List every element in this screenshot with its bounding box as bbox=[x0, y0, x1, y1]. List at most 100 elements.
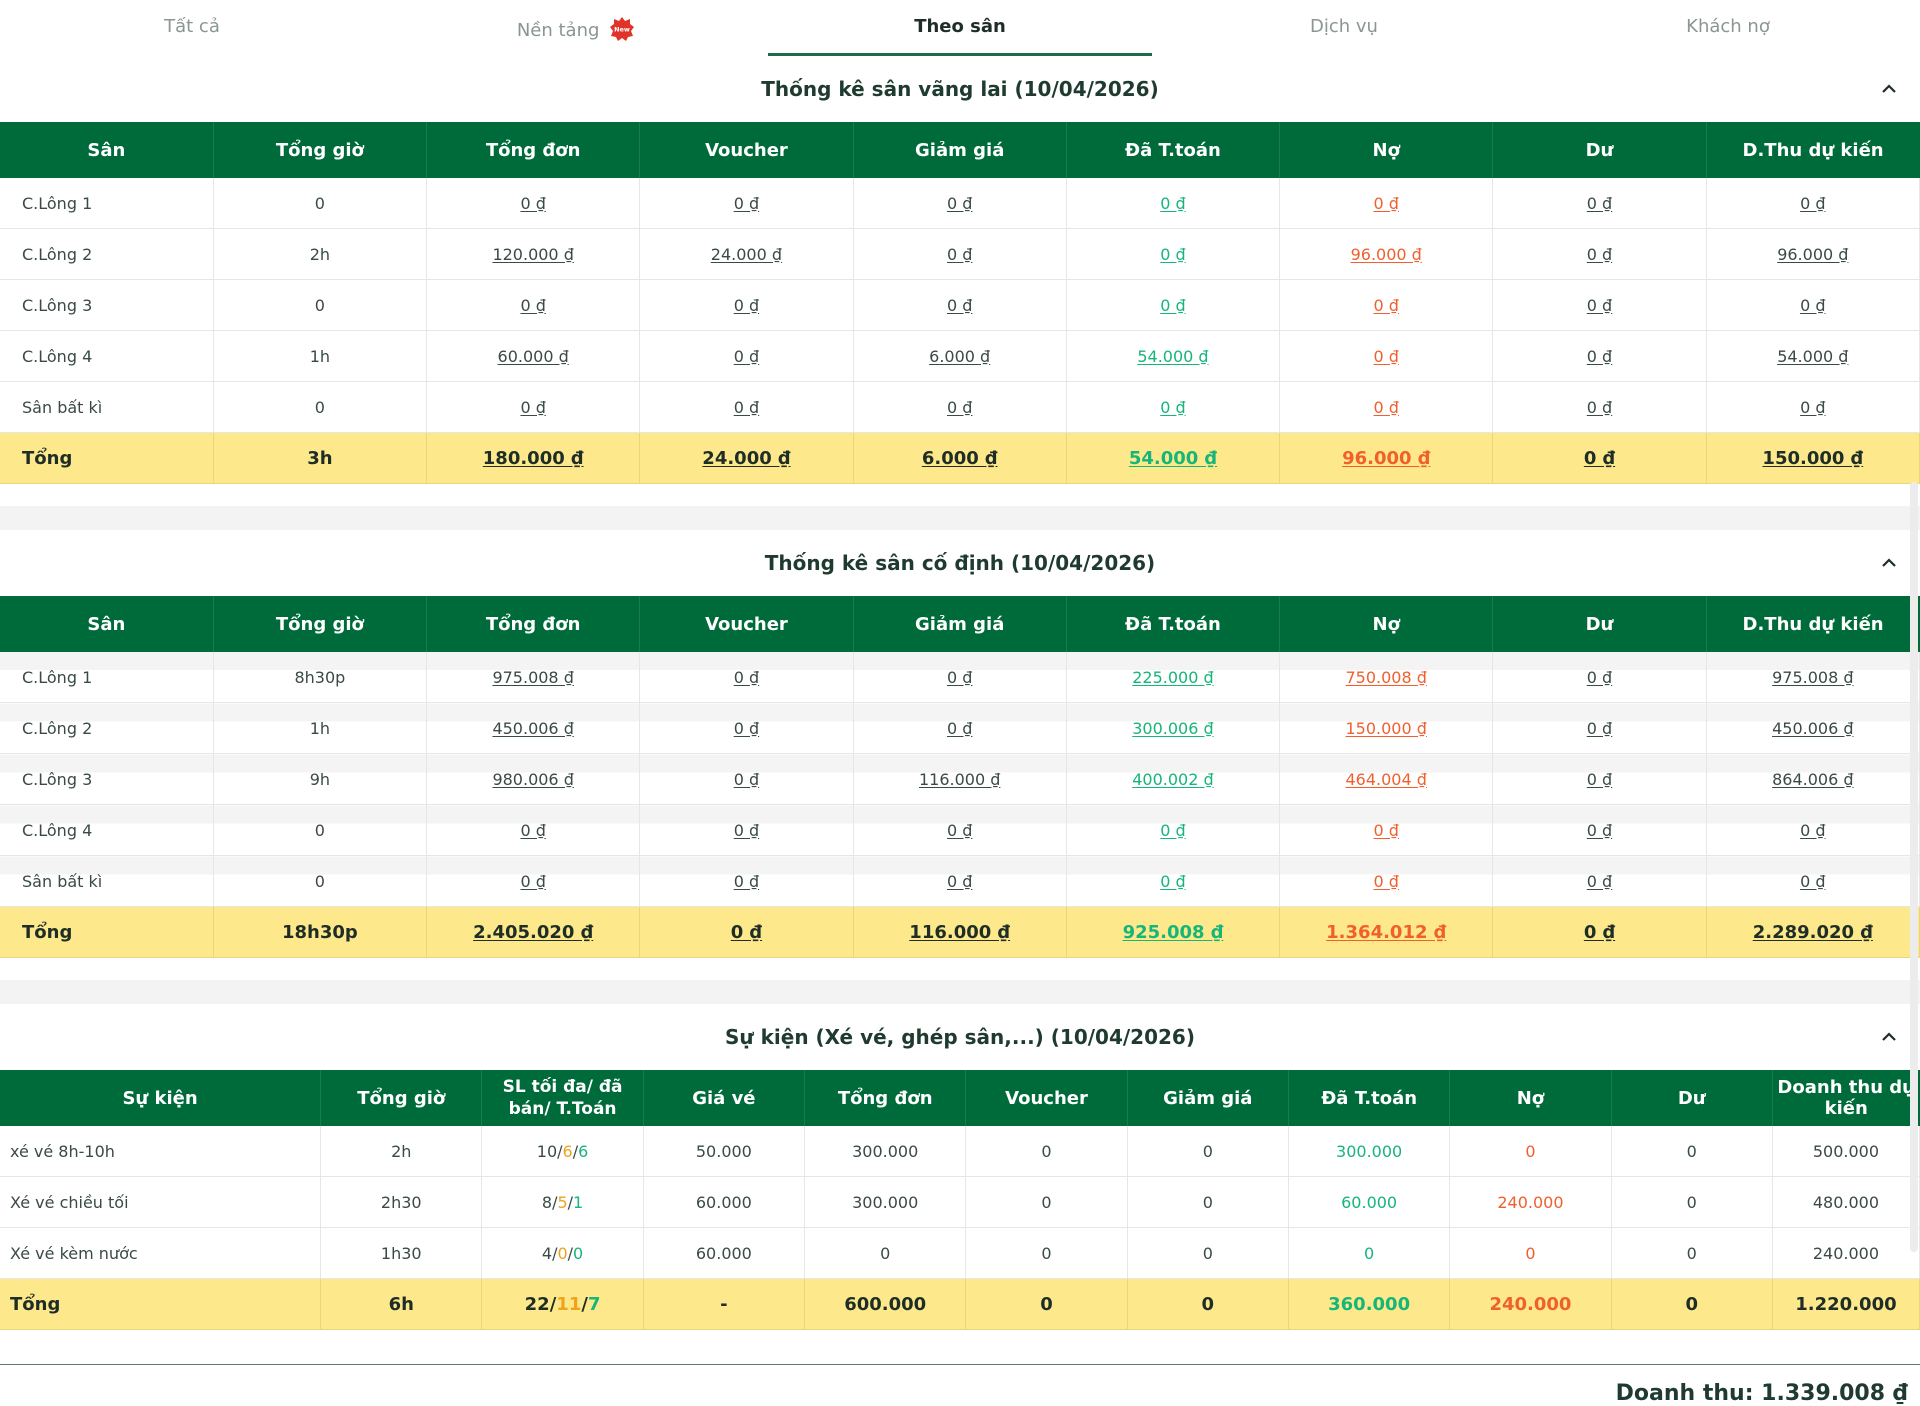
cell-surplus-value: 0 ₫ bbox=[1583, 447, 1616, 469]
cell-hours: 2h bbox=[320, 1126, 483, 1177]
table-row[interactable]: C.Lông 4 0 0 ₫ 0 ₫ 0 ₫ 0 ₫ 0 ₫ 0 ₫ 0 ₫ bbox=[0, 804, 1920, 856]
collapse-chevron-icon[interactable] bbox=[1878, 1026, 1900, 1048]
cell-expected-value: 0 ₫ bbox=[1800, 193, 1826, 213]
cell-total: 0 ₫ bbox=[426, 178, 641, 229]
scrollbar[interactable] bbox=[1910, 482, 1918, 1252]
table-row[interactable]: C.Lông 2 1h 450.006 ₫ 0 ₫ 0 ₫ 300.006 ₫ 150.00… bbox=[0, 702, 1920, 754]
tab-by-court[interactable]: Theo sân bbox=[768, 0, 1152, 56]
col-court: Sân bbox=[0, 596, 214, 652]
cell-surplus-value: 0 ₫ bbox=[1586, 346, 1613, 366]
cell-debt: 0 ₫ bbox=[1279, 855, 1494, 907]
cell-voucher: 0 bbox=[965, 1278, 1128, 1330]
cell-voucher: 0 ₫ bbox=[639, 702, 854, 754]
cell-voucher: 0 ₫ bbox=[639, 906, 854, 958]
cell-hours: 3h bbox=[213, 432, 428, 484]
cell-surplus-value: 0 bbox=[1685, 1293, 1699, 1315]
cell-expected-value: 240.000 bbox=[1812, 1243, 1880, 1263]
cell-discount-value: 0 ₫ bbox=[946, 397, 973, 417]
cell-paid: 360.000 bbox=[1288, 1278, 1451, 1330]
cell-voucher: 0 ₫ bbox=[639, 381, 854, 433]
walkin-table: Sân Tổng giờ Tổng đơn Voucher Giảm giá Đ… bbox=[0, 122, 1920, 484]
cell-expected-value: 0 ₫ bbox=[1800, 397, 1826, 417]
tab-all[interactable]: Tất cả bbox=[164, 16, 220, 37]
cell-paid-value: 54.000 ₫ bbox=[1128, 447, 1218, 469]
total-row: Tổng 18h30p 2.405.020 ₫ 0 ₫ 116.000 ₫ 925.008… bbox=[0, 906, 1920, 958]
cell-hours: 0 bbox=[213, 279, 428, 331]
cell-paid: 400.002 ₫ bbox=[1066, 753, 1281, 805]
cell-total-value: 975.008 ₫ bbox=[492, 667, 574, 687]
cell-court-value: C.Lông 3 bbox=[22, 769, 93, 789]
cell-surplus-value: 0 ₫ bbox=[1586, 820, 1613, 840]
cell-court-value: C.Lông 2 bbox=[22, 244, 93, 264]
col-surplus: Dư bbox=[1492, 122, 1707, 178]
cell-hours: 6h bbox=[320, 1278, 483, 1330]
collapse-chevron-icon[interactable] bbox=[1878, 78, 1900, 100]
table-row[interactable]: Sân bất kì 0 0 ₫ 0 ₫ 0 ₫ 0 ₫ 0 ₫ 0 ₫ 0 ₫ bbox=[0, 381, 1920, 433]
cell-total: 300.000 bbox=[804, 1176, 967, 1228]
cell-hours: 2h30 bbox=[320, 1176, 483, 1228]
cell-hours: 1h bbox=[213, 330, 428, 382]
col-surplus: Dư bbox=[1611, 1070, 1773, 1126]
cell-paid: 925.008 ₫ bbox=[1066, 906, 1281, 958]
cell-paid-value: 400.002 ₫ bbox=[1132, 769, 1214, 789]
col-voucher: Voucher bbox=[639, 596, 854, 652]
cell-discount: 0 ₫ bbox=[853, 855, 1067, 907]
table-row[interactable]: C.Lông 3 0 0 ₫ 0 ₫ 0 ₫ 0 ₫ 0 ₫ 0 ₫ 0 ₫ bbox=[0, 279, 1920, 331]
cell-voucher: 0 ₫ bbox=[639, 855, 854, 907]
table-row[interactable]: C.Lông 1 8h30p 975.008 ₫ 0 ₫ 0 ₫ 225.000 ₫ 750… bbox=[0, 652, 1920, 703]
cell-discount-value: 0 ₫ bbox=[946, 295, 973, 315]
cell-discount-value: 6.000 ₫ bbox=[921, 447, 998, 469]
table-row[interactable]: C.Lông 4 1h 60.000 ₫ 0 ₫ 6.000 ₫ 54.000 ₫ 0 ₫ 0… bbox=[0, 330, 1920, 382]
cell-hours-value: 0 bbox=[314, 820, 325, 840]
cell-hours-value: 0 bbox=[314, 193, 325, 213]
cell-court: Tổng bbox=[0, 432, 214, 484]
col-court: Sân bbox=[0, 122, 214, 178]
cell-expected-value: 2.289.020 ₫ bbox=[1752, 921, 1873, 943]
cell-price-value: 60.000 bbox=[695, 1192, 752, 1212]
cell-expected: 96.000 ₫ bbox=[1706, 228, 1920, 280]
table-row[interactable]: C.Lông 2 2h 120.000 ₫ 24.000 ₫ 0 ₫ 0 ₫ 96.000 … bbox=[0, 228, 1920, 280]
cell-discount-value: 0 ₫ bbox=[946, 820, 973, 840]
cell-surplus: 0 ₫ bbox=[1492, 178, 1707, 229]
cell-hours: 0 bbox=[213, 178, 428, 229]
cell-total: 2.405.020 ₫ bbox=[426, 906, 641, 958]
cell-voucher-value: 0 ₫ bbox=[733, 871, 760, 891]
cell-court-value: C.Lông 1 bbox=[22, 193, 93, 213]
table-row[interactable]: Sân bất kì 0 0 ₫ 0 ₫ 0 ₫ 0 ₫ 0 ₫ 0 ₫ 0 ₫ bbox=[0, 855, 1920, 907]
table-row[interactable]: C.Lông 3 9h 980.006 ₫ 0 ₫ 116.000 ₫ 400.002 ₫… bbox=[0, 753, 1920, 805]
tab-services[interactable]: Dịch vụ bbox=[1310, 16, 1378, 37]
table-row[interactable]: Xé vé chiều tối 2h30 8/5/1 60.000 300.000 0 0 6… bbox=[0, 1176, 1920, 1228]
tab-platform[interactable]: Nền tảng New bbox=[384, 0, 768, 56]
cell-paid-value: 0 ₫ bbox=[1160, 397, 1186, 417]
tab-bar: Tất cả Nền tảng New Theo sân Dịch vụ Khá… bbox=[0, 0, 1920, 56]
cell-expected: 150.000 ₫ bbox=[1706, 432, 1920, 484]
tab-debtors[interactable]: Khách nợ bbox=[1686, 16, 1770, 37]
cell-quota: 4/0/0 bbox=[481, 1227, 644, 1279]
quota-paid_count: 6 bbox=[578, 1141, 589, 1161]
cell-expected: 54.000 ₫ bbox=[1706, 330, 1920, 382]
collapse-chevron-icon[interactable] bbox=[1878, 552, 1900, 574]
cell-debt-value: 464.004 ₫ bbox=[1345, 769, 1427, 789]
cell-court: C.Lông 4 bbox=[0, 330, 214, 382]
quota-sold: 6 bbox=[562, 1141, 573, 1161]
cell-debt-value: 0 ₫ bbox=[1373, 295, 1399, 315]
cell-voucher: 0 ₫ bbox=[639, 178, 854, 229]
cell-expected: 2.289.020 ₫ bbox=[1706, 906, 1920, 958]
table-row[interactable]: xé vé 8h-10h 2h 10/6/6 50.000 300.000 0 0 300.0… bbox=[0, 1126, 1920, 1177]
cell-total: 600.000 bbox=[804, 1278, 967, 1330]
cell-court: C.Lông 4 bbox=[0, 804, 214, 856]
cell-paid: 0 ₫ bbox=[1066, 381, 1281, 433]
cell-total-value: 120.000 ₫ bbox=[492, 244, 574, 264]
cell-expected-value: 0 ₫ bbox=[1800, 295, 1826, 315]
cell-debt: 240.000 bbox=[1449, 1278, 1612, 1330]
cell-debt: 0 bbox=[1449, 1227, 1612, 1279]
cell-discount-value: 0 ₫ bbox=[946, 244, 973, 264]
cell-voucher: 0 ₫ bbox=[639, 753, 854, 805]
fixed-table: Sân Tổng giờ Tổng đơn Voucher Giảm giá Đ… bbox=[0, 596, 1920, 958]
cell-discount-value: 116.000 ₫ bbox=[909, 921, 1011, 943]
table-row[interactable]: C.Lông 1 0 0 ₫ 0 ₫ 0 ₫ 0 ₫ 0 ₫ 0 ₫ 0 ₫ bbox=[0, 178, 1920, 229]
cell-expected-value: 975.008 ₫ bbox=[1772, 667, 1854, 687]
table-row[interactable]: Xé vé kèm nước 1h30 4/0/0 60.000 0 0 0 0 0 0 240.0… bbox=[0, 1227, 1920, 1279]
cell-court: C.Lông 1 bbox=[0, 178, 214, 229]
cell-surplus-value: 0 bbox=[1686, 1243, 1697, 1263]
